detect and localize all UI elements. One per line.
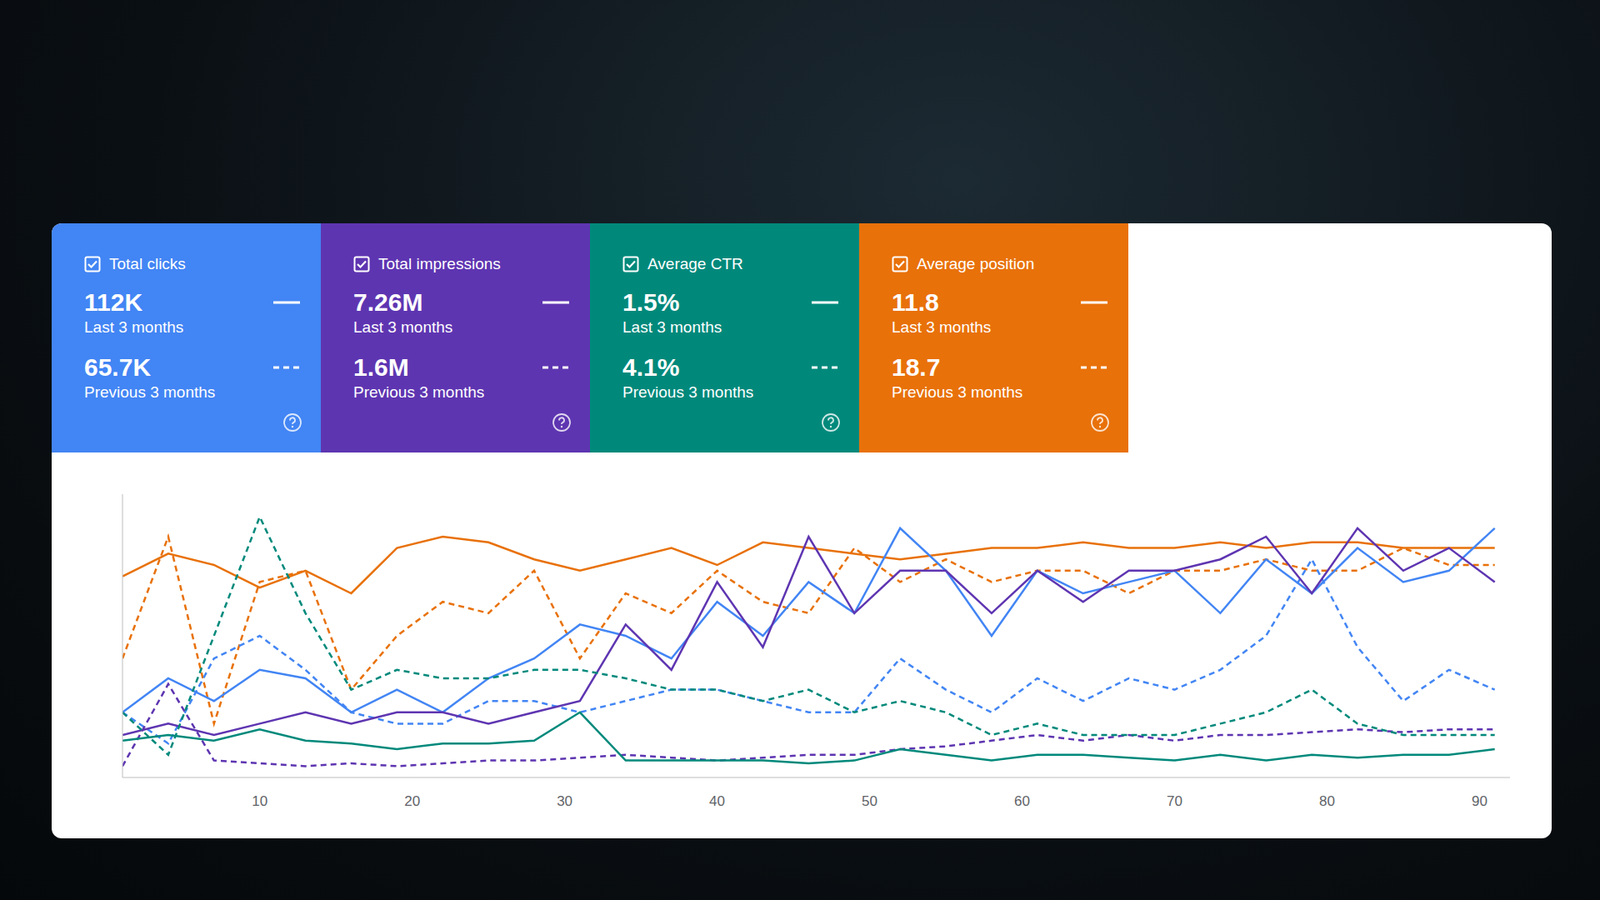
svg-text:50: 50	[861, 793, 878, 810]
html-text:Last 3 months: Last 3 months	[622, 318, 722, 336]
svg-text:70: 70	[1166, 793, 1183, 810]
html-text:1.6M: 1.6M	[353, 353, 409, 381]
html-text:Previous 3 months: Previous 3 months	[891, 383, 1023, 401]
html-text:112K: 112K	[84, 288, 143, 316]
html-text:11.8: 11.8	[891, 288, 939, 316]
html-text:Last 3 months: Last 3 months	[891, 318, 992, 336]
html-text:Average CTR: Average CTR	[647, 255, 744, 273]
html-text:1.5%: 1.5%	[622, 288, 680, 316]
svg-text:10: 10	[251, 793, 268, 810]
svg-text:90: 90	[1471, 793, 1488, 810]
html-text:Total clicks: Total clicks	[109, 255, 186, 273]
svg-text:30: 30	[556, 793, 573, 810]
svg-text:80: 80	[1319, 793, 1335, 810]
html-text:Previous 3 months: Previous 3 months	[622, 383, 754, 401]
html-text:Last 3 months: Last 3 months	[84, 318, 184, 336]
html-text:7.26M: 7.26M	[353, 288, 423, 316]
html-text:65.7K: 65.7K	[84, 353, 151, 381]
html-text:Previous 3 months: Previous 3 months	[353, 383, 485, 401]
html-text:Total impressions: Total impressions	[378, 255, 501, 273]
html-text:4.1%: 4.1%	[622, 353, 680, 381]
svg-text:20: 20	[404, 793, 420, 810]
svg-text:40: 40	[709, 793, 725, 810]
svg-text:60: 60	[1014, 793, 1030, 810]
html-text:18.7: 18.7	[891, 353, 941, 381]
html-text:Average position: Average position	[916, 255, 1035, 273]
html-text:Last 3 months: Last 3 months	[353, 318, 453, 336]
html-text:Previous 3 months: Previous 3 months	[84, 383, 216, 401]
